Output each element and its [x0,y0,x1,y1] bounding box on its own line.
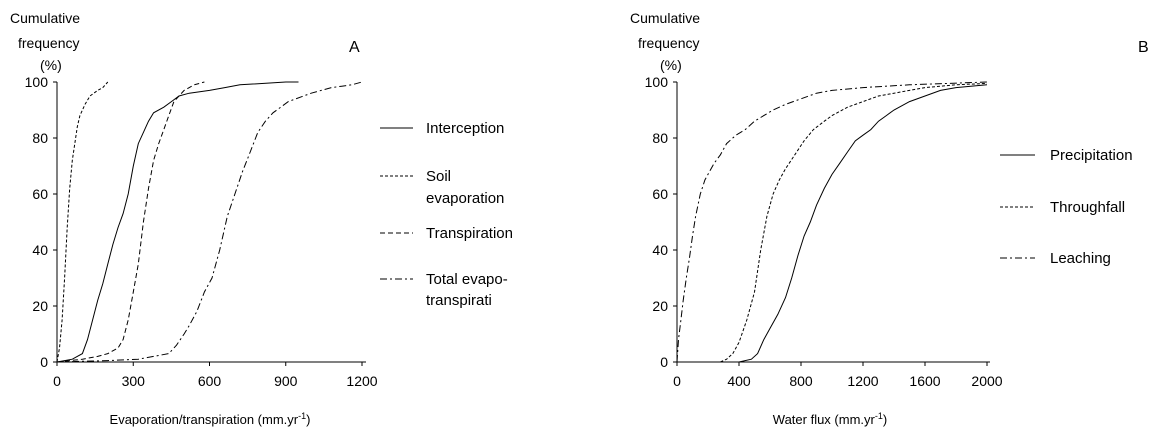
panel-a-ytick-label: 60 [32,186,48,202]
panel-a-series-interception [56,81,299,363]
panel-a-legend-label: transpirati [426,292,492,309]
panel-b-ytick-label: 20 [652,298,668,314]
panel-a-ytick-label: 40 [32,242,48,258]
panel-b-x-axis-title-sup: -1 [875,411,883,421]
panel-b-xtick-label: 0 [673,373,681,389]
panel-b-letter: B [1138,39,1149,56]
panel-b-xtick-label: 2000 [971,373,1002,389]
panel-b-ytick-label: 80 [652,130,668,146]
panel-a-legend-label: Total evapo- [426,271,508,288]
panel-b-xtick-label: 800 [789,373,813,389]
panel-a-legend-label: Soil [426,168,451,185]
panel-a-xtick-label: 1200 [346,373,377,389]
panel-a-plot-area: 0 20 40 60 80 100 0 300 600 900 1200 [25,74,378,389]
panel-a-legend-label: Interception [426,120,504,137]
panel-a: Cumulative frequency (%) A 0 20 40 60 80 100 … [10,10,513,427]
panel-b-legend-label: Precipitation [1050,147,1133,164]
panel-a-ylabel-line-2: frequency [18,35,79,51]
panel-a-x-axis-title: Evaporation/transpiration (mm.yr-1) [110,411,311,427]
panel-b-ytick-label: 100 [645,74,669,90]
panel-b-ylabel-line-3: (%) [660,57,682,73]
panel-a-legend: Interception Soil evaporation Transpiration… [380,120,513,309]
panel-a-xtick-label: 0 [53,373,61,389]
panel-a-x-axis-title-main: Evaporation/transpiration (mm.yr [110,412,299,427]
panel-b-x-axis-title: Water flux (mm.yr-1) [773,411,887,427]
panel-a-ytick-label: 0 [40,354,48,370]
panel-a-legend-label: Transpiration [426,225,513,242]
panel-a-x-axis-title-close: ) [306,412,310,427]
panel-b-ylabel-line-1: Cumulative [630,10,700,26]
panel-b-series-precipitation [738,84,988,363]
panel-a-ytick-label: 20 [32,298,48,314]
panel-a-letter: A [349,39,360,56]
panel-a-xtick-label: 600 [198,373,222,389]
panel-b-ytick-label: 0 [660,354,668,370]
panel-b-xtick-label: 1200 [847,373,878,389]
panel-b-series-leaching [676,81,988,363]
panel-b-series-throughfall [720,82,988,363]
panel-a-series-soil-evaporation [56,81,109,363]
panel-b-ytick-label: 40 [652,242,668,258]
panel-a-xtick-label: 900 [274,373,298,389]
panel-a-series-total-evapo-transpirati [56,81,363,363]
panel-a-series-transpiration [56,81,205,363]
panel-b-ytick-label: 60 [652,186,668,202]
panel-a-ylabel-line-3: (%) [40,57,62,73]
panel-b-legend-label: Leaching [1050,250,1111,267]
panel-b-x-axis-title-main: Water flux (mm.yr [773,412,876,427]
panel-b-xtick-label: 1600 [909,373,940,389]
panel-a-legend-label: evaporation [426,190,504,207]
panel-b-plot-area: 0 20 40 60 80 100 0 400 800 1200 1600 2000 [645,74,1003,389]
panel-b-legend: Precipitation Throughfall Leaching [1000,147,1133,267]
panel-b-x-axis-title-close: ) [883,412,887,427]
panel-a-ytick-label: 80 [32,130,48,146]
panel-b-ylabel-line-2: frequency [638,35,699,51]
panel-a-ytick-label: 100 [25,74,49,90]
panel-b: Cumulative frequency (%) B 0 20 40 60 80 100 … [630,10,1149,427]
panel-a-x-axis-title-sup: -1 [298,411,306,421]
panel-b-legend-label: Throughfall [1050,199,1125,216]
panel-a-ylabel-line-1: Cumulative [10,10,80,26]
panel-b-xtick-label: 400 [727,373,751,389]
panel-a-xtick-label: 300 [122,373,146,389]
